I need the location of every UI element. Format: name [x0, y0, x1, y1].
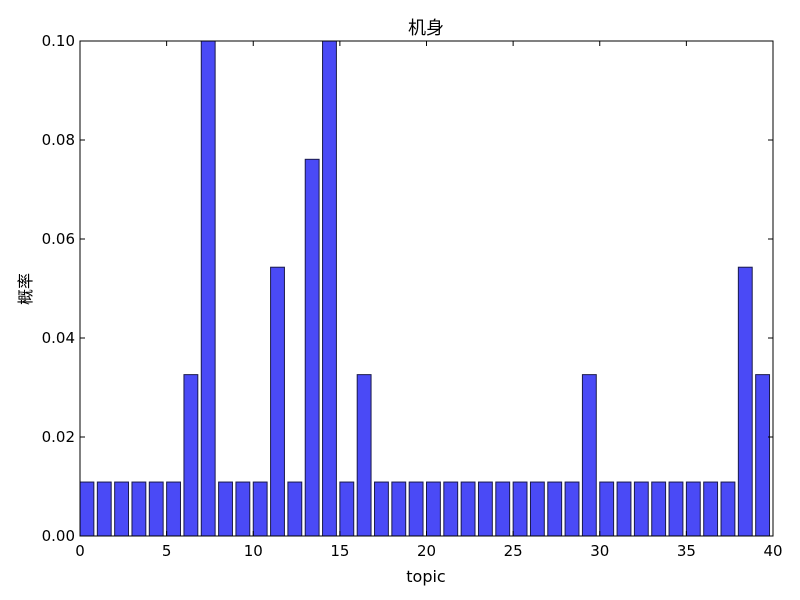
x-tick-label: 35 — [677, 542, 696, 560]
bar-topic-5 — [166, 481, 181, 537]
bar-topic-4 — [148, 481, 164, 537]
bar-topic-27 — [547, 481, 563, 537]
bar-topic-25 — [512, 481, 528, 537]
bar-topic-19 — [408, 481, 424, 537]
bar-topic-15 — [339, 481, 355, 537]
bar-topic-17 — [374, 481, 389, 537]
bar-topic-31 — [616, 481, 632, 537]
bar-topic-28 — [564, 481, 580, 537]
x-axis-label: topic — [406, 567, 445, 586]
y-tick-label: 0.00 — [42, 527, 75, 545]
y-tick-label: 0.04 — [42, 329, 75, 347]
bar-topic-3 — [131, 481, 147, 537]
x-tick-label: 30 — [590, 542, 609, 560]
bar-topic-23 — [477, 481, 493, 537]
bar-topic-22 — [460, 481, 476, 537]
x-tick-label: 5 — [162, 542, 172, 560]
bar-topic-9 — [235, 481, 251, 537]
x-tick-label: 40 — [763, 542, 782, 560]
bar-topic-32 — [633, 481, 649, 537]
bar-topic-16 — [356, 374, 372, 537]
x-tick-label: 20 — [417, 542, 436, 560]
bar-topic-2 — [114, 481, 130, 537]
x-tick-label: 25 — [504, 542, 523, 560]
bar-topic-30 — [599, 481, 615, 537]
bar-topic-24 — [495, 481, 511, 537]
x-tick-label: 10 — [244, 542, 263, 560]
bar-topic-26 — [529, 481, 545, 537]
bar-topic-37 — [720, 481, 736, 537]
bar-topic-0 — [79, 481, 95, 537]
bar-topic-18 — [391, 481, 407, 537]
bar-topic-6 — [183, 374, 199, 537]
x-tick-label: 15 — [330, 542, 349, 560]
bar-topic-20 — [426, 481, 441, 537]
y-axis-label: 概率 — [16, 273, 35, 305]
y-tick-label: 0.06 — [42, 230, 75, 248]
bar-topic-35 — [685, 481, 701, 537]
bar-topic-11 — [270, 266, 285, 537]
bar-topic-1 — [96, 481, 112, 537]
bar-topic-8 — [218, 481, 233, 537]
x-tick-label: 0 — [75, 542, 85, 560]
bars-layer — [79, 40, 771, 537]
bar-topic-33 — [651, 481, 667, 537]
bar-topic-29 — [581, 374, 597, 537]
y-tick-label: 0.10 — [42, 32, 75, 50]
bar-topic-7 — [200, 40, 216, 537]
bar-topic-38 — [737, 266, 753, 537]
bar-topic-14 — [322, 40, 337, 537]
chart-title: 机身 — [408, 18, 444, 39]
bar-topic-10 — [252, 481, 268, 537]
bar-topic-34 — [668, 481, 684, 537]
bar-topic-36 — [703, 481, 719, 537]
bar-topic-21 — [443, 481, 459, 537]
bar-topic-12 — [287, 481, 303, 537]
y-tick-label: 0.02 — [42, 428, 75, 446]
y-tick-label: 0.08 — [42, 131, 75, 149]
ticks-layer: 0 5 10 15 20 25 30 35 40 0.00 0.02 0.04 0.06 0.08 0.10 — [42, 32, 783, 560]
bar-topic-13 — [304, 158, 320, 537]
bar-topic-39 — [755, 374, 771, 537]
